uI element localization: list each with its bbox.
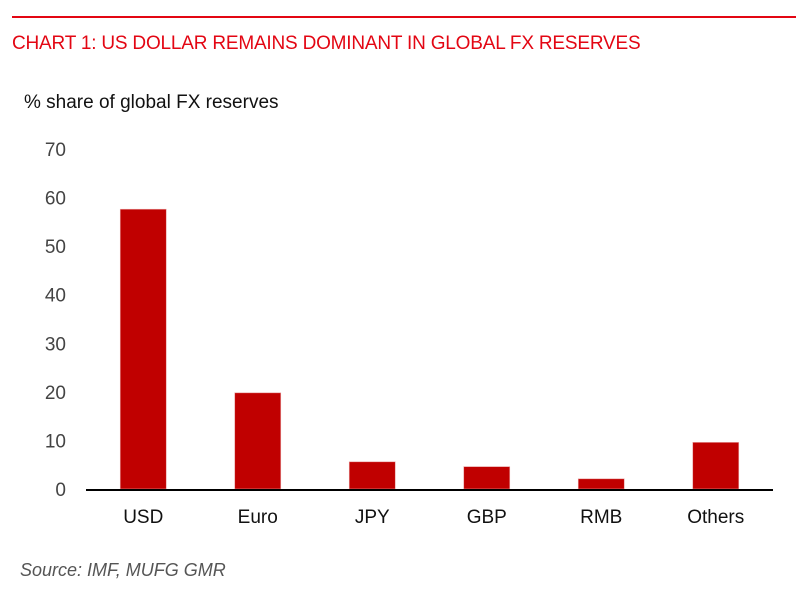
chart-title: CHART 1: US DOLLAR REMAINS DOMINANT IN G…: [12, 33, 641, 54]
bar-usd: [119, 208, 167, 490]
y-tick-label: 30: [45, 334, 66, 355]
bar-euro: [234, 392, 282, 490]
y-tick-label: 20: [45, 383, 66, 404]
header-rule: [12, 16, 796, 18]
source-note: Source: IMF, MUFG GMR: [20, 560, 226, 580]
y-tick-label: 40: [45, 286, 66, 307]
bar-jpy: [348, 461, 396, 490]
x-tick-label: Euro: [238, 507, 278, 528]
y-tick-label: 10: [45, 431, 66, 452]
x-tick-label: JPY: [355, 507, 390, 528]
y-tick-label: 50: [45, 237, 66, 258]
x-tick-label: Others: [687, 507, 744, 528]
y-tick-label: 70: [45, 140, 66, 161]
bar-gbp: [463, 466, 511, 490]
bar-others: [692, 442, 740, 490]
x-tick-label: GBP: [467, 507, 507, 528]
bar-rmb: [577, 478, 625, 490]
y-tick-label: 0: [55, 480, 66, 501]
x-tick-label: RMB: [580, 507, 622, 528]
y-tick-label: 60: [45, 189, 66, 210]
y-axis-label: % share of global FX reserves: [24, 92, 279, 113]
x-tick-label: USD: [123, 507, 163, 528]
